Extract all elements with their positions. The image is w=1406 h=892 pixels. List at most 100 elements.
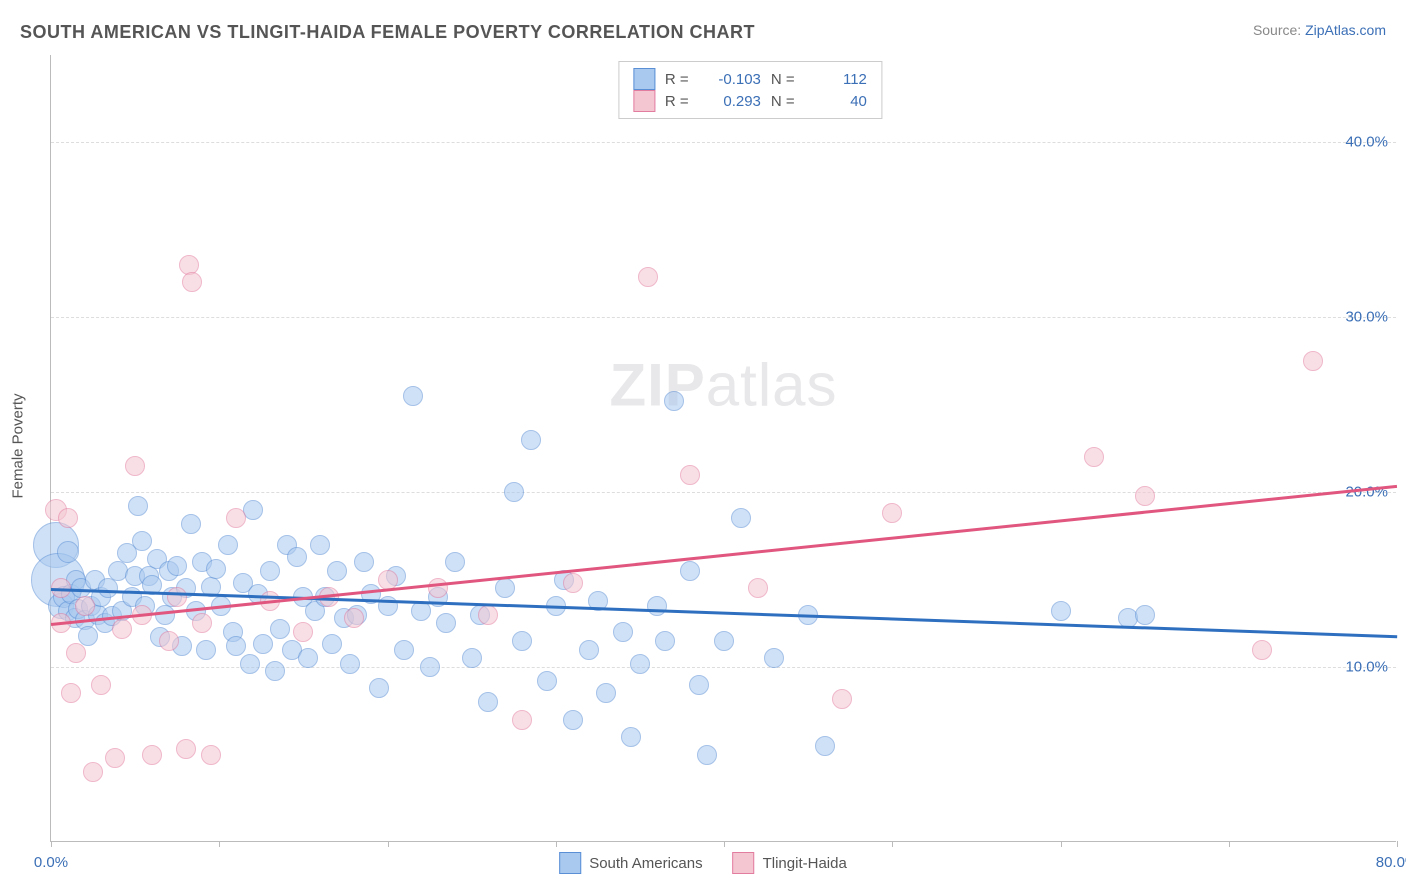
data-point	[630, 654, 650, 674]
data-point	[495, 578, 515, 598]
data-point	[436, 613, 456, 633]
data-point	[287, 547, 307, 567]
data-point	[196, 640, 216, 660]
y-tick-label: 30.0%	[1345, 309, 1388, 326]
x-tick-mark	[219, 841, 220, 847]
data-point	[478, 692, 498, 712]
data-point	[512, 710, 532, 730]
data-point	[680, 561, 700, 581]
data-point	[253, 634, 273, 654]
x-tick-mark	[724, 841, 725, 847]
data-point	[521, 430, 541, 450]
data-point	[293, 622, 313, 642]
data-point	[327, 561, 347, 581]
data-point	[697, 745, 717, 765]
data-point	[132, 531, 152, 551]
data-point	[206, 559, 226, 579]
source-attribution: Source: ZipAtlas.com	[1253, 22, 1386, 38]
data-point	[354, 552, 374, 572]
data-point	[832, 689, 852, 709]
y-tick-label: 10.0%	[1345, 659, 1388, 676]
data-point	[1303, 351, 1323, 371]
data-point	[420, 657, 440, 677]
data-point	[504, 482, 524, 502]
data-point	[167, 587, 187, 607]
n-label: N =	[771, 93, 801, 110]
data-point	[155, 605, 175, 625]
data-point	[689, 675, 709, 695]
data-point	[537, 671, 557, 691]
data-point	[181, 514, 201, 534]
legend-item: Tlingit-Haida	[733, 852, 847, 874]
data-point	[260, 561, 280, 581]
legend-row: R = -0.103 N = 112	[633, 68, 867, 90]
data-point	[445, 552, 465, 572]
data-point	[112, 619, 132, 639]
chart-title: SOUTH AMERICAN VS TLINGIT-HAIDA FEMALE P…	[20, 22, 755, 43]
r-label: R =	[665, 93, 695, 110]
x-tick-label: 80.0%	[1376, 854, 1406, 871]
data-point	[638, 267, 658, 287]
data-point	[563, 573, 583, 593]
data-point	[621, 727, 641, 747]
r-value: 0.293	[705, 93, 761, 110]
data-point	[369, 678, 389, 698]
n-label: N =	[771, 71, 801, 88]
x-tick-mark	[1397, 841, 1398, 847]
data-point	[764, 648, 784, 668]
data-point	[1135, 486, 1155, 506]
data-point	[218, 535, 238, 555]
n-value: 40	[811, 93, 867, 110]
r-label: R =	[665, 71, 695, 88]
y-tick-label: 40.0%	[1345, 134, 1388, 151]
n-value: 112	[811, 71, 867, 88]
data-point	[57, 541, 79, 563]
data-point	[1051, 601, 1071, 621]
gridline	[51, 317, 1396, 318]
legend-swatch	[633, 90, 655, 112]
data-point	[201, 745, 221, 765]
data-point	[344, 608, 364, 628]
data-point	[655, 631, 675, 651]
data-point	[265, 661, 285, 681]
data-point	[882, 503, 902, 523]
data-point	[403, 386, 423, 406]
data-point	[298, 648, 318, 668]
legend-swatch	[559, 852, 581, 874]
data-point	[680, 465, 700, 485]
data-point	[167, 556, 187, 576]
data-point	[714, 631, 734, 651]
data-point	[731, 508, 751, 528]
data-point	[512, 631, 532, 651]
data-point	[226, 508, 246, 528]
data-point	[462, 648, 482, 668]
data-point	[340, 654, 360, 674]
data-point	[78, 626, 98, 646]
data-point	[159, 631, 179, 651]
data-point	[83, 762, 103, 782]
y-axis-label: Female Poverty	[10, 393, 27, 498]
data-point	[1252, 640, 1272, 660]
data-point	[596, 683, 616, 703]
r-value: -0.103	[705, 71, 761, 88]
x-tick-label: 0.0%	[34, 854, 68, 871]
data-point	[322, 634, 342, 654]
legend-swatch	[633, 68, 655, 90]
correlation-legend: R = -0.103 N = 112 R = 0.293 N = 40	[618, 61, 882, 119]
data-point	[66, 643, 86, 663]
plot-area: ZIPatlas R =-0.103N =112R =0.293N =40 10…	[50, 55, 1396, 842]
data-point	[192, 613, 212, 633]
data-point	[128, 496, 148, 516]
data-point	[105, 748, 125, 768]
data-point	[647, 596, 667, 616]
data-point	[75, 596, 95, 616]
x-tick-mark	[1061, 841, 1062, 847]
data-point	[613, 622, 633, 642]
source-link[interactable]: ZipAtlas.com	[1305, 22, 1386, 38]
data-point	[1084, 447, 1104, 467]
x-tick-mark	[556, 841, 557, 847]
gridline	[51, 492, 1396, 493]
data-point	[664, 391, 684, 411]
legend-item: South Americans	[559, 852, 702, 874]
legend-swatch	[733, 852, 755, 874]
